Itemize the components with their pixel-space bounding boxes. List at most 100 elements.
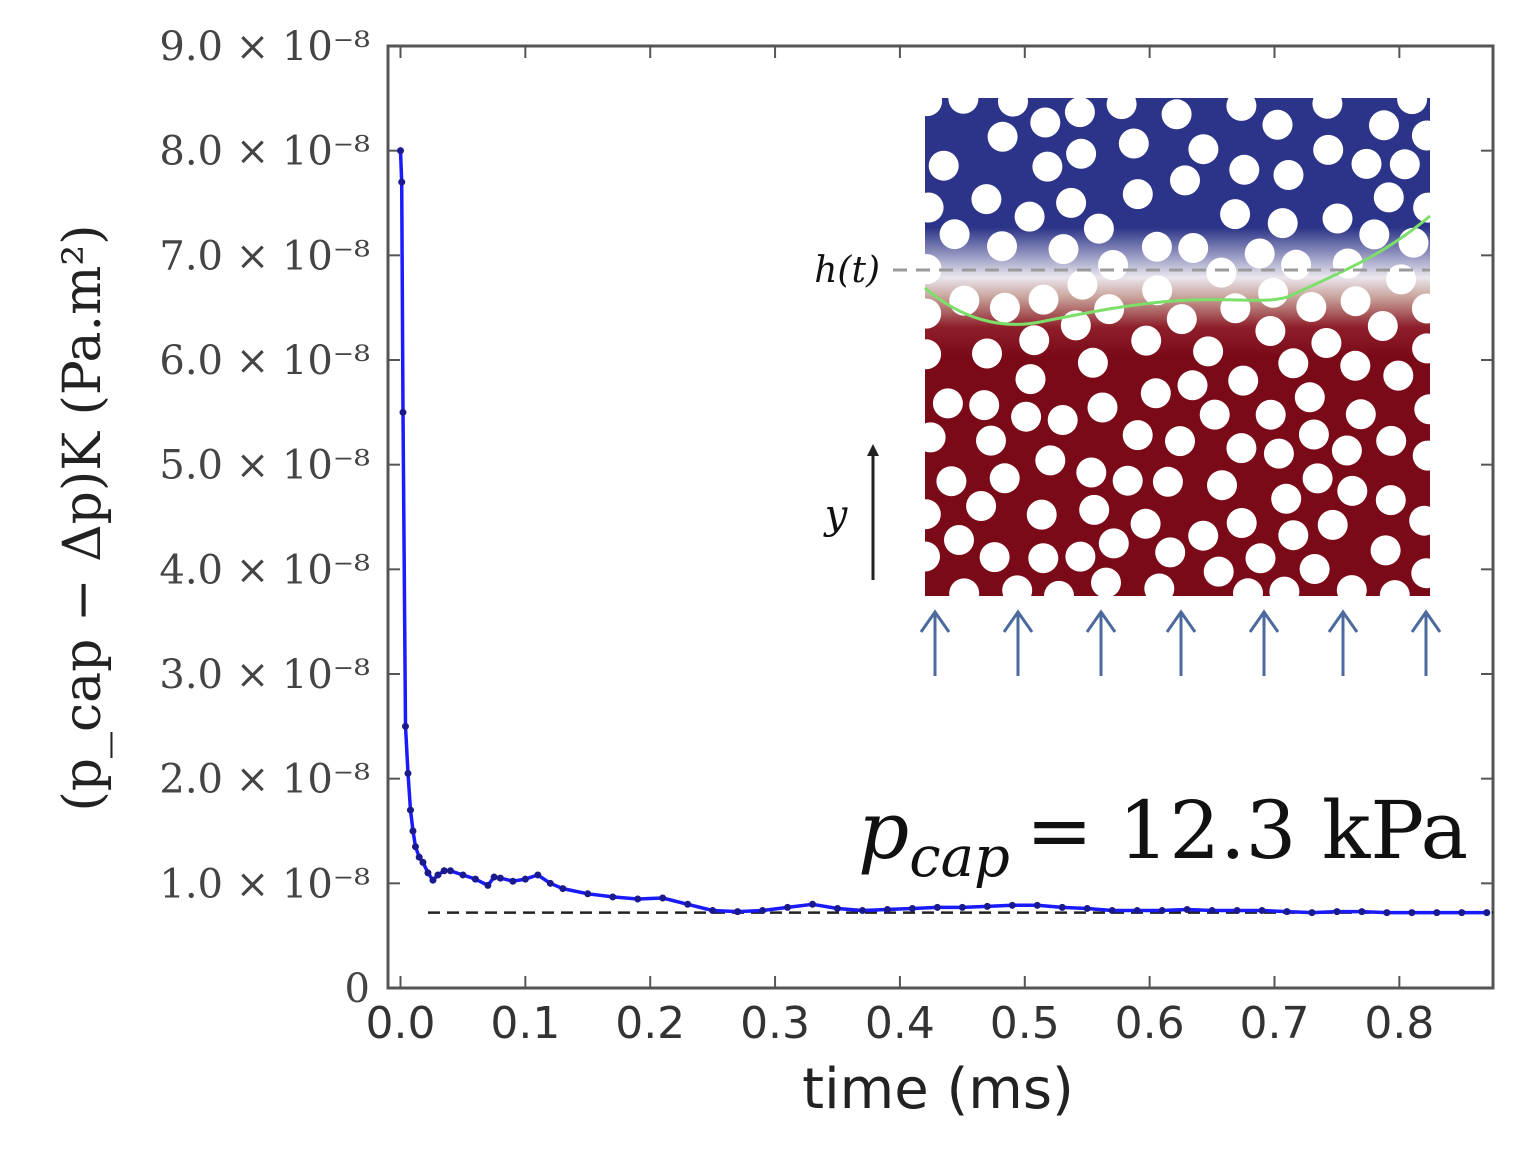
series-point [440,867,448,875]
inset-particle [1177,370,1208,401]
inset-particle [1130,508,1161,539]
series-point [559,885,567,893]
inset-particle [939,219,970,250]
series-point [659,894,667,902]
x-tick-label: 0.2 [615,998,685,1049]
series-point [1308,909,1316,917]
inset-particle [1411,558,1430,589]
inset-particle [1091,567,1121,596]
inset-particle [1015,364,1046,395]
inset-particle [1373,182,1404,213]
inset-particle [925,339,942,370]
inset-particle [1375,485,1406,516]
series-point [409,827,417,835]
inset-particle [1019,325,1050,356]
inset-particle [1056,187,1087,218]
inflow-arrow-head [1002,609,1034,633]
inset-particle [1226,508,1257,538]
inset-particle [1193,336,1224,367]
inset-particle [1313,134,1344,165]
inflow-arrow-head [1248,609,1280,633]
inset-h-label: h(t) [814,250,880,291]
inset-particle [1278,520,1309,551]
series-point [809,900,817,908]
series-point [459,871,467,879]
inset-particle [1337,475,1368,506]
y-axis-label: (p_cap − Δp)K (Pa.m²) [53,224,113,811]
inset-particle [1389,149,1420,180]
series-point [1458,909,1466,917]
inset-particle [1367,311,1398,341]
series-point [396,147,404,155]
inset-particle [925,422,946,453]
inflow-arrows [919,609,1442,676]
inset-particle [1030,107,1061,138]
inset-particle [987,231,1017,262]
inset-particle [989,292,1020,323]
inset-particle [1028,543,1059,574]
inset-particle [1351,148,1382,179]
inset-particle [1340,286,1371,317]
inset-particle [1026,499,1057,530]
y-tick-label: 1.0 × 10⁻⁸ [159,861,370,907]
inflow-arrow-head [1165,609,1197,633]
inset-particle [1065,541,1096,572]
inset-particle [1122,420,1153,451]
series-point [1233,907,1241,915]
inset-particle [1281,249,1312,280]
series-point [1483,909,1491,917]
inset-particle [1413,192,1430,223]
inset-particle [1233,578,1263,596]
inset-particle [1411,293,1430,324]
inflow-arrow-head [1410,609,1442,633]
series-point [908,904,916,912]
series-point [424,869,432,877]
inset-particle [1273,160,1304,190]
inset-particle [1267,208,1298,239]
x-tick-label: 0.6 [1115,998,1185,1049]
series-point [1283,908,1291,916]
inset-particle [1002,575,1033,596]
series-point [419,858,427,866]
inset-particle [1032,151,1063,182]
inset-particle [1083,213,1114,244]
series-point [484,881,492,889]
inset-particle [1359,219,1390,250]
series-point [1408,909,1416,917]
series-point [634,895,642,903]
series-point [584,890,592,898]
inset-particle [925,499,941,530]
inset-particle [1155,537,1186,568]
inset-particle [1047,405,1078,435]
y-axis: 0 1.0 × 10⁻⁸ 2.0 × 10⁻⁸ 3.0 × 10⁻⁸ 4.0 × 10⁻… [159,24,1493,1012]
inset-particle [1206,257,1237,288]
pcap-sub: cap [909,825,1010,890]
inset-particle [1370,535,1401,566]
series-point [521,875,529,883]
series-point [1008,901,1016,909]
y-tick-label: 7.0 × 10⁻⁸ [159,233,370,279]
series-point [471,875,479,883]
series-point [534,871,542,879]
series-point [429,876,437,884]
inset-particle [1245,543,1276,574]
pcap-rhs: = 12.3 kPa [1026,784,1468,877]
inset-particle [1188,520,1219,551]
series-point [858,907,866,915]
x-tick-label: 0.3 [740,998,810,1049]
y-tick-label: 8.0 × 10⁻⁸ [159,129,370,175]
inset-particle [1067,269,1098,300]
inset-particle [998,98,1028,117]
inset-particle [979,542,1010,573]
series-point [398,178,406,186]
inset-particle [1207,470,1237,501]
inset-particle [1369,110,1399,141]
inset-particle [1122,179,1153,210]
inset-particle [1098,250,1128,280]
series-point [509,877,517,885]
x-tick-label: 0.7 [1240,998,1310,1049]
inset-particle [1220,199,1251,230]
series-point [933,903,941,911]
series-point [496,874,504,882]
